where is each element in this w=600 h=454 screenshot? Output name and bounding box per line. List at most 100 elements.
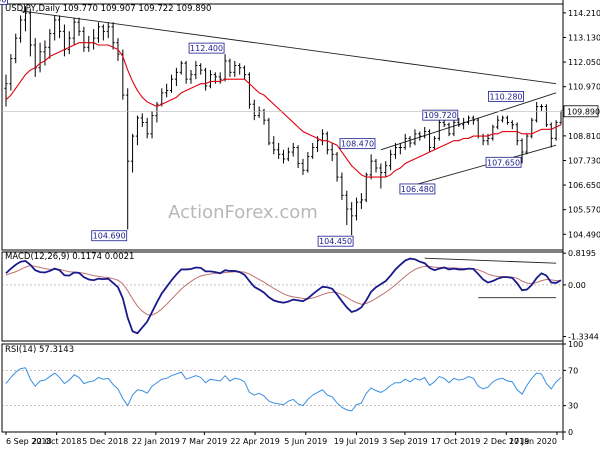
price-bar [500,115,505,123]
price-bar [515,122,519,146]
x-tick-label: 22 Oct 2018 [32,437,81,446]
price-bar [9,54,13,91]
price-bar [82,26,86,52]
price-bar [447,122,451,137]
price-bar [496,115,500,130]
price-bar [286,147,290,162]
price-bar [539,104,544,112]
x-tick-label: 22 Apr 2019 [230,437,279,446]
price-bar [272,136,276,155]
x-tick-label: 19 Jul 2019 [334,437,379,446]
last-price-label: 109.890 [567,107,600,116]
rsi-ytick-label: 0 [568,428,573,437]
x-tick-label: 7 Mar 2019 [182,437,228,446]
price-annotation: 108.470 [339,138,376,150]
annotation-label: 114.540 [0,0,6,4]
price-bar [67,31,71,55]
price-bar [359,193,363,209]
price-bar [423,127,427,139]
price-annotation: 104.450 [317,235,354,247]
x-tick-label: 3 Sep 2019 [382,437,428,446]
price-bar [14,33,18,64]
macd-ytick-label: 0.00 [568,281,586,290]
y-axes: 114.210 113.130 112.050 110.970 108.810 107.7… [563,9,600,437]
price-bar [325,131,329,155]
annotation-label: 104.450 [319,237,352,246]
price-annotation: 107.650 [485,156,522,168]
price-bar [130,133,135,173]
annotation-box [91,230,128,242]
x-tick-label: 2 Dec 2019 [483,437,529,446]
price-bar [418,131,422,141]
price-bar [96,22,101,43]
price-bar [335,152,339,182]
price-bar [471,115,475,125]
price-bar [535,101,539,123]
price-bar [4,74,8,107]
annotation-box [317,235,354,247]
watermark: ActionForex.com [168,202,318,223]
price-bar [403,133,407,150]
price-bar [72,17,76,45]
macd-trendline [424,257,557,264]
price-bar [345,190,349,225]
price-ytick-label: 106.650 [568,181,600,190]
annotation-box [399,183,436,195]
price-bar [452,120,456,137]
price-bar [427,129,432,153]
rsi-ytick-label: 70 [568,366,578,375]
macd-header: MACD(12,26,9) 0.1174 0.0021 [5,252,134,262]
price-bar [194,60,198,80]
price-bar [208,70,213,89]
price-ytick-label: 114.210 [568,9,600,18]
price-bar [233,60,237,77]
price-trendline [409,144,557,187]
price-bar [462,117,466,130]
price-bar [350,202,354,236]
price-bar [247,72,252,109]
price-bar [155,101,159,123]
price-bar [204,67,208,91]
rsi-line [5,367,562,412]
price-bar [466,115,471,125]
sma-line [5,42,562,178]
price-bar [549,122,553,148]
annotation-box [488,91,524,102]
price-bar [48,29,52,59]
price-bar [184,60,188,84]
price-bar [554,120,558,141]
price-bar [277,142,281,159]
price-bar [179,60,183,75]
price-bar [330,142,334,162]
price-header: USDJPY,Daily 109.770 109.907 109.722 109… [5,4,211,14]
macd-ytick-label: 0.8195 [568,249,596,258]
price-ytick-label: 113.130 [568,33,600,42]
price-bar [242,65,247,80]
price-bar [53,15,57,41]
price-bar [413,129,417,146]
price-bar [432,136,437,150]
price-bar [505,115,510,125]
annotation-label: 112.400 [190,44,223,53]
rsi-header: RSI(14) 57.3143 [5,345,74,355]
price-bar [126,88,130,230]
price-bar [135,115,140,146]
x-tick-label: 17 Jan 2020 [509,437,557,446]
price-ytick-label: 112.050 [568,58,600,67]
price-ytick-label: 108.810 [568,132,600,141]
price-bar [189,70,193,84]
price-bar [23,6,28,32]
price-bar [491,124,495,141]
price-bar [281,149,286,164]
price-bar [408,136,412,148]
price-ytick-label: 105.570 [568,206,600,215]
price-bar [510,120,514,130]
price-bar [379,163,383,189]
price-bar [252,99,256,121]
price-bar [301,158,305,175]
price-bar [140,113,144,127]
price-bar [145,117,149,139]
price-ytick-label: 107.730 [568,156,600,165]
annotation-label: 110.280 [489,92,522,101]
price-annotation: 104.690 [91,230,128,242]
